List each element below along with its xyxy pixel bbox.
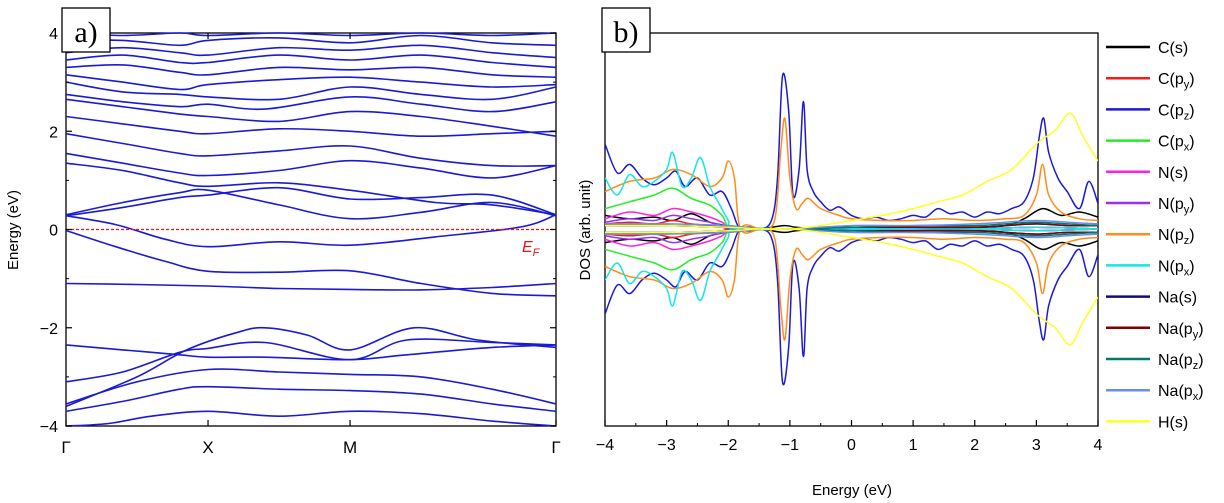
band-line bbox=[65, 229, 557, 297]
k-point-label: Γ bbox=[61, 438, 70, 457]
band-line bbox=[65, 115, 557, 138]
legend-entry: Na(s) bbox=[1158, 290, 1197, 307]
pdos-curve-down bbox=[605, 224, 1098, 341]
band-structure-panel: Γ X M Γ −4 −2 0 2 4 EF Energy (eV) a) bbox=[5, 7, 561, 457]
band-line bbox=[65, 214, 557, 248]
x-tick-label: 2 bbox=[970, 437, 979, 454]
pdos-curve-down bbox=[605, 227, 1098, 239]
x-tick-label: 4 bbox=[1094, 437, 1103, 454]
legend-entry: N(pz) bbox=[1158, 227, 1195, 247]
legend-entry: C(pz) bbox=[1158, 102, 1195, 122]
pdos-x-axis-label: Energy (eV) bbox=[812, 482, 892, 499]
pdos-panel: −4 −3 −2 −1 0 1 2 3 4 Energy (eV) DOS (arb. unit… bbox=[577, 7, 1204, 499]
x-tick-label: 0 bbox=[847, 437, 856, 454]
legend-entry: N(py) bbox=[1158, 196, 1195, 216]
pdos-legend: C(s) C(py) C(pz) C(px) N(s) N(py) N(pz) N(px) Na… bbox=[1106, 40, 1204, 431]
band-line bbox=[65, 344, 557, 361]
band-line bbox=[65, 81, 557, 101]
y-tick-label: 4 bbox=[49, 26, 58, 43]
band-line bbox=[65, 34, 557, 47]
band-line bbox=[65, 368, 557, 405]
band-line bbox=[65, 338, 557, 383]
pdos-curve-up bbox=[605, 117, 1098, 234]
band-lines bbox=[65, 32, 557, 427]
pdos-y-axis-label: DOS (arb. unit) bbox=[577, 180, 594, 281]
x-tick-label: −1 bbox=[781, 437, 799, 454]
band-line bbox=[65, 282, 557, 291]
legend-entry: C(px) bbox=[1158, 134, 1195, 154]
legend-entry: H(s) bbox=[1158, 414, 1188, 431]
x-tick-label: −3 bbox=[658, 437, 676, 454]
x-tick-label: 1 bbox=[909, 437, 918, 454]
band-line bbox=[65, 162, 557, 216]
panel-b-label-box bbox=[601, 7, 651, 53]
band-line bbox=[65, 98, 557, 137]
band-line bbox=[65, 385, 557, 413]
panel-b-label: b) bbox=[614, 16, 639, 49]
band-line bbox=[65, 410, 557, 427]
pdos-curve-down bbox=[605, 227, 1098, 307]
band-line bbox=[65, 186, 557, 217]
band-line bbox=[65, 44, 557, 59]
band-y-axis-label: Energy (eV) bbox=[5, 190, 22, 270]
legend-entry: Na(py) bbox=[1158, 321, 1204, 341]
fermi-level-label: EF bbox=[522, 239, 541, 259]
k-point-label: M bbox=[343, 438, 357, 457]
k-point-label: X bbox=[202, 438, 213, 457]
band-line bbox=[65, 152, 557, 179]
pdos-curve-down bbox=[605, 227, 1098, 346]
legend-entry: N(px) bbox=[1158, 258, 1195, 278]
band-line bbox=[65, 54, 557, 69]
legend-entry: Na(pz) bbox=[1158, 352, 1204, 372]
k-point-label: Γ bbox=[551, 438, 560, 457]
legend-entry: C(py) bbox=[1158, 71, 1195, 91]
y-tick-label: −2 bbox=[40, 321, 58, 338]
band-line bbox=[65, 326, 557, 408]
pdos-x-ticks: −4 −3 −2 −1 0 1 2 3 4 bbox=[596, 420, 1103, 454]
band-line bbox=[65, 93, 557, 113]
band-line bbox=[65, 74, 557, 91]
band-line bbox=[65, 32, 557, 37]
legend-entry: N(s) bbox=[1158, 165, 1188, 182]
legend-entry: Na(px) bbox=[1158, 383, 1204, 403]
y-tick-label: −4 bbox=[40, 419, 58, 436]
x-tick-label: 3 bbox=[1032, 437, 1041, 454]
y-tick-label: 2 bbox=[49, 124, 58, 141]
band-line bbox=[65, 132, 557, 167]
panel-a-label-box bbox=[61, 7, 111, 53]
y-tick-label: 0 bbox=[49, 223, 58, 240]
band-line bbox=[65, 63, 557, 78]
panel-a-label: a) bbox=[74, 16, 97, 49]
pdos-curve-up bbox=[605, 219, 1098, 231]
x-tick-label: −2 bbox=[719, 437, 737, 454]
x-tick-label: −4 bbox=[596, 437, 614, 454]
legend-entry: C(s) bbox=[1158, 40, 1188, 57]
pdos-series bbox=[605, 72, 1098, 386]
